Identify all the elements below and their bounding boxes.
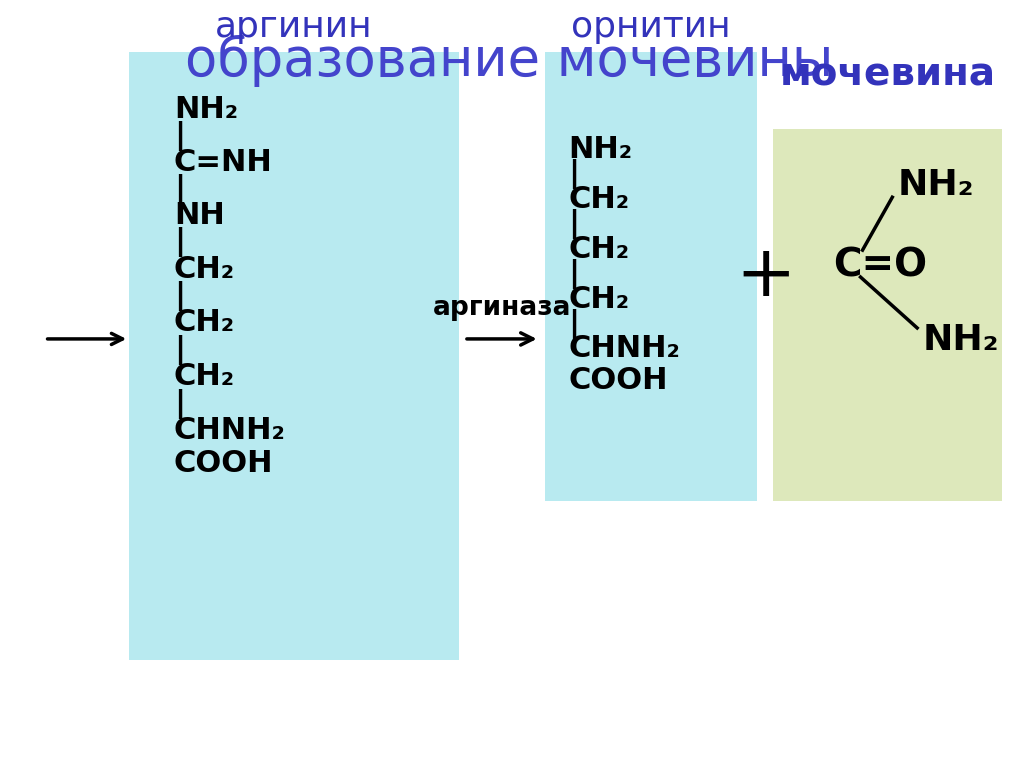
Text: |: |: [174, 227, 185, 257]
Text: |: |: [174, 389, 185, 419]
Bar: [773, 129, 1001, 501]
Text: CH₂: CH₂: [174, 309, 236, 337]
Text: аргинин: аргинин: [215, 9, 373, 44]
Text: |: |: [174, 281, 185, 311]
Text: |: |: [174, 335, 185, 365]
Bar: [545, 51, 757, 501]
Text: CH₂: CH₂: [568, 234, 630, 263]
Text: NH: NH: [174, 200, 224, 230]
Text: мочевина: мочевина: [779, 55, 995, 94]
Text: орнитин: орнитин: [571, 9, 731, 44]
Text: CH₂: CH₂: [568, 185, 630, 214]
Text: C=NH: C=NH: [174, 147, 272, 177]
Text: NH₂: NH₂: [568, 135, 633, 164]
Text: NH₂: NH₂: [923, 323, 998, 357]
Text: |: |: [568, 309, 580, 339]
Bar: [129, 51, 459, 660]
Text: |: |: [568, 259, 580, 289]
Text: |: |: [568, 159, 580, 189]
Text: CHNH₂: CHNH₂: [174, 416, 286, 445]
Text: CH₂: CH₂: [568, 284, 630, 313]
Text: CHNH₂: CHNH₂: [568, 334, 680, 363]
Text: CH₂: CH₂: [174, 362, 236, 392]
Text: |: |: [568, 209, 580, 239]
Text: C=O: C=O: [833, 246, 927, 284]
Text: COOH: COOH: [568, 366, 668, 396]
Text: |: |: [174, 121, 185, 151]
Text: COOH: COOH: [174, 449, 273, 478]
Text: +: +: [735, 242, 796, 310]
Text: CH₂: CH₂: [174, 254, 236, 283]
Text: NH₂: NH₂: [897, 168, 974, 202]
Text: |: |: [174, 174, 185, 204]
Text: образование мочевины: образование мочевины: [184, 35, 833, 87]
Text: NH₂: NH₂: [174, 95, 238, 124]
Text: аргиназа: аргиназа: [432, 295, 571, 321]
